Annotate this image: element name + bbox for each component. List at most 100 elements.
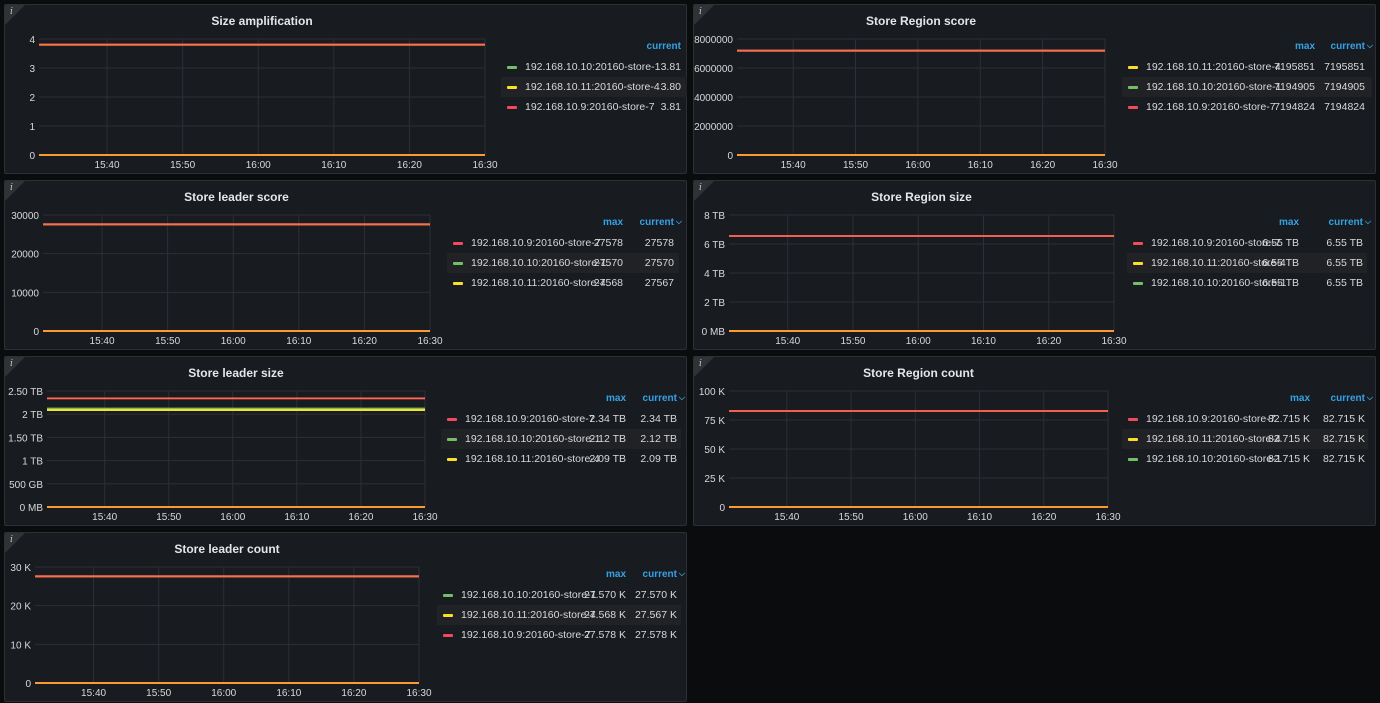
legend-item[interactable]: 192.168.10.11:20160-store-4 2.09 TB 2.09 T… <box>441 449 681 469</box>
legend-item[interactable]: 192.168.10.10:20160-store-1 82.715 K 82.71… <box>1122 449 1368 469</box>
series-color-swatch <box>507 106 517 109</box>
legend-item[interactable]: 192.168.10.11:20160-store-4 27.568 K 27.56… <box>437 605 681 625</box>
panel-title[interactable]: Size amplification <box>211 14 313 28</box>
legend-header-current[interactable]: current <box>646 41 681 52</box>
legend-series-name: 192.168.10.11:20160-store-4 <box>525 81 660 93</box>
legend-current-value: 2.12 TB <box>640 433 677 445</box>
y-tick-label: 2 TB <box>704 298 725 309</box>
chevron-down-icon[interactable]: ⌵ <box>678 393 685 402</box>
legend-item[interactable]: 192.168.10.10:20160-store-1 27570 27570 <box>447 253 679 273</box>
info-icon[interactable]: i <box>10 7 13 17</box>
legend-header-max[interactable]: max <box>1290 393 1311 404</box>
legend-item[interactable]: 192.168.10.11:20160-store-4 27568 27567 <box>447 273 679 293</box>
legend-max-value: 82.715 K <box>1267 453 1310 465</box>
legend-item[interactable]: 192.168.10.10:20160-store-1 3.81 <box>501 57 687 77</box>
legend-header-max[interactable]: max <box>603 217 624 228</box>
x-tick-label: 15:50 <box>840 336 865 347</box>
legend-max-value: 27568 <box>593 277 623 289</box>
y-tick-label: 0 <box>29 151 35 162</box>
chevron-down-icon[interactable]: ⌵ <box>1366 393 1373 402</box>
panel-title[interactable]: Store Region score <box>865 14 977 28</box>
y-tick-label: 4000000 <box>694 93 733 104</box>
legend-item[interactable]: 192.168.10.10:20160-store-1 7194905 719490… <box>1122 77 1372 97</box>
legend-header-max[interactable]: max <box>1279 217 1300 228</box>
legend-item[interactable]: 192.168.10.9:20160-store-7 7194824 7194824 <box>1122 97 1372 117</box>
info-icon[interactable]: i <box>10 359 13 369</box>
x-tick-label: 15:50 <box>155 336 180 347</box>
info-icon[interactable]: i <box>10 535 13 545</box>
y-tick-label: 10000 <box>11 288 39 299</box>
legend-item[interactable]: 192.168.10.9:20160-store-7 2.34 TB 2.34 TB <box>441 409 681 429</box>
legend-item[interactable]: 192.168.10.9:20160-store-7 82.715 K 82.715… <box>1122 409 1368 429</box>
y-tick-label: 8 TB <box>704 211 725 222</box>
y-tick-label: 30 K <box>10 563 31 574</box>
chevron-down-icon[interactable]: ⌵ <box>678 569 685 578</box>
panel-corner <box>694 357 714 377</box>
panel-title[interactable]: Store leader count <box>174 542 280 556</box>
panel-title[interactable]: Store leader score <box>184 190 289 204</box>
x-tick-label: 16:10 <box>321 160 346 171</box>
chevron-down-icon[interactable]: ⌵ <box>1366 41 1373 50</box>
panel-corner <box>5 533 25 553</box>
legend-max-value: 27.578 K <box>583 629 626 641</box>
x-tick-label: 16:30 <box>1092 160 1117 171</box>
legend-header-current[interactable]: current ⌵ <box>642 569 685 580</box>
legend-current-value: 3.80 <box>660 81 681 93</box>
legend-series-name: 192.168.10.10:20160-store-1 <box>1151 277 1287 289</box>
legend-item[interactable]: 192.168.10.9:20160-store-7 3.81 <box>501 97 687 117</box>
legend-series-name: 192.168.10.11:20160-store-4 <box>471 277 606 289</box>
x-tick-label: 16:00 <box>221 336 246 347</box>
info-icon[interactable]: i <box>10 183 13 193</box>
y-tick-label: 2000000 <box>694 122 733 133</box>
chevron-down-icon[interactable]: ⌵ <box>675 217 682 226</box>
chart-store-leader-count: 0 10 K 20 K 30 K 15:40 15:50 16:00 16:10 16:20 16… <box>10 563 432 699</box>
legend-item[interactable]: 192.168.10.11:20160-store-4 7195851 719585… <box>1122 57 1372 77</box>
legend-item[interactable]: 192.168.10.9:20160-store-7 27.578 K 27.578… <box>437 625 681 645</box>
legend-header-current[interactable]: current ⌵ <box>1328 217 1371 228</box>
legend-header-max[interactable]: max <box>606 393 627 404</box>
chart-store-leader-size: 0 MB 500 GB 1 TB 1.50 TB 2 TB 2.50 TB 15:40 15:… <box>8 387 438 523</box>
info-icon[interactable]: i <box>699 7 702 17</box>
legend-current-value: 7194824 <box>1324 101 1365 113</box>
x-tick-label: 16:20 <box>1031 512 1056 523</box>
legend-item[interactable]: 192.168.10.11:20160-store-4 82.715 K 82.71… <box>1122 429 1368 449</box>
legend-series-name: 192.168.10.11:20160-store-4 <box>465 453 600 465</box>
x-tick-label: 16:10 <box>967 512 992 523</box>
legend-item[interactable]: 192.168.10.11:20160-store-4 6.55 TB 6.55 T… <box>1127 253 1367 273</box>
panel-store-leader-size: i Store leader size 0 MB 500 GB 1 TB 1.50 TB 2… <box>4 356 687 526</box>
legend-header-current[interactable]: current ⌵ <box>1330 41 1373 52</box>
panel-store-leader-score: i Store leader score 0 10000 20000 30000 15:40… <box>4 180 687 350</box>
chart-store-region-count: 0 25 K 50 K 75 K 100 K 15:40 15:50 16:00 16:10 16… <box>699 387 1121 523</box>
legend-current-value: 27.567 K <box>634 609 677 621</box>
series-color-swatch <box>1133 242 1143 245</box>
legend-item[interactable]: 192.168.10.9:20160-store-7 27578 27578 <box>447 233 679 253</box>
legend-item[interactable]: 192.168.10.11:20160-store-4 3.80 <box>501 77 687 97</box>
legend-header-max[interactable]: max <box>1295 41 1316 52</box>
legend-item[interactable]: 192.168.10.9:20160-store-7 6.55 TB 6.55 TB <box>1127 233 1367 253</box>
info-icon[interactable]: i <box>699 359 702 369</box>
legend-max-value: 2.12 TB <box>589 433 626 445</box>
series-color-swatch <box>1133 262 1143 265</box>
info-icon[interactable]: i <box>699 183 702 193</box>
legend-header-current[interactable]: current ⌵ <box>639 217 682 228</box>
x-tick-label: 15:50 <box>839 512 864 523</box>
legend-header-current[interactable]: current ⌵ <box>642 393 685 404</box>
y-tick-label: 6 TB <box>704 240 725 251</box>
panel-title[interactable]: Store Region size <box>871 190 972 204</box>
x-tick-label: 16:10 <box>286 336 311 347</box>
y-tick-label: 3 <box>29 64 35 75</box>
legend-header-current[interactable]: current ⌵ <box>1330 393 1373 404</box>
legend-item[interactable]: 192.168.10.10:20160-store-1 2.12 TB 2.12 T… <box>441 429 681 449</box>
legend-item[interactable]: 192.168.10.10:20160-store-1 6.55 TB 6.55 T… <box>1127 273 1367 293</box>
legend-current-value: 27570 <box>644 257 674 269</box>
legend-item[interactable]: 192.168.10.10:20160-store-1 27.570 K 27.57… <box>437 585 681 605</box>
legend-current-value: 27.578 K <box>634 629 677 641</box>
panel-title[interactable]: Store leader size <box>188 366 284 380</box>
x-tick-label: 15:50 <box>146 688 171 699</box>
series-color-swatch <box>507 86 517 89</box>
legend-header-max[interactable]: max <box>606 569 627 580</box>
panel-title[interactable]: Store Region count <box>863 366 974 380</box>
chevron-down-icon[interactable]: ⌵ <box>1364 217 1371 226</box>
legend: max current ⌵ 192.168.10.10:20160-store-1 27… <box>437 569 685 659</box>
legend-max-value: 2.34 TB <box>589 413 626 425</box>
